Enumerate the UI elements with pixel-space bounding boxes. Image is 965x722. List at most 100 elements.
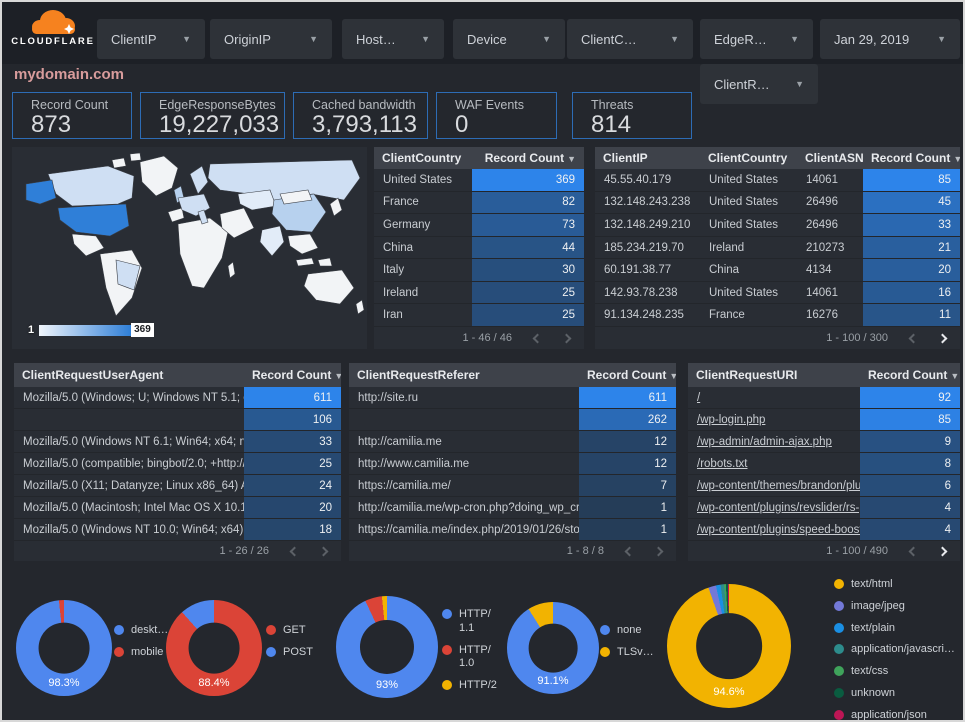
table-header[interactable]: ClientRequestUserAgent Record Count▼: [14, 363, 341, 387]
column-header-clientrequestuseragent[interactable]: ClientRequestUserAgent: [22, 368, 164, 382]
legend-item-mobile[interactable]: mobile: [114, 646, 168, 660]
table-row[interactable]: Mozilla/5.0 (Macintosh; Intel Mac OS X 1…: [14, 497, 341, 519]
legend-item-http-2[interactable]: HTTP/2: [442, 679, 497, 693]
filter-chip-edger[interactable]: EdgeR… ▼: [700, 19, 813, 59]
next-page-icon[interactable]: [561, 333, 572, 343]
column-header-clientcountry[interactable]: ClientCountry: [708, 151, 788, 165]
table-row[interactable]: 91.134.248.235 France 16276 11: [595, 304, 960, 328]
column-header-clientrequestreferer[interactable]: ClientRequestReferer: [357, 368, 480, 382]
table-row[interactable]: /wp-admin/admin-ajax.php 9: [688, 431, 960, 453]
table-header[interactable]: ClientIP ClientCountry ClientASN Record Cou…: [595, 147, 960, 169]
table-row[interactable]: /wp-content/themes/brandon/plu… 6: [688, 475, 960, 497]
column-header-clientcountry[interactable]: ClientCountry: [382, 151, 462, 165]
filter-chip-clientc[interactable]: ClientC… ▼: [567, 19, 693, 59]
filter-chip-originip[interactable]: OriginIP ▼: [210, 19, 332, 59]
legend-item-none[interactable]: none: [600, 624, 654, 638]
legend-item-get[interactable]: GET: [266, 624, 313, 638]
legend-item-http-1-0[interactable]: HTTP/ 1.0: [442, 644, 497, 672]
table-header[interactable]: ClientRequestReferer Record Count▼: [349, 363, 676, 387]
prev-page-icon[interactable]: [289, 546, 300, 556]
legend-item-application-javascri[interactable]: application/javascri…: [834, 643, 955, 657]
column-header-record-count[interactable]: Record Count▼: [484, 151, 576, 165]
table-row[interactable]: 106: [14, 409, 341, 431]
column-header-clientip[interactable]: ClientIP: [603, 151, 648, 165]
filter-chip-clientip[interactable]: ClientIP ▼: [97, 19, 205, 59]
legend-item-image-jpeg[interactable]: image/jpeg: [834, 600, 955, 614]
donut-chart-method[interactable]: 88.4%: [166, 600, 262, 696]
column-header-record-count[interactable]: Record Count▼: [244, 368, 341, 382]
table-row[interactable]: http://site.ru 611: [349, 387, 676, 409]
column-header-record-count[interactable]: Record Count▼: [868, 368, 960, 382]
column-header-record-count[interactable]: Record Count▼: [579, 368, 676, 382]
table-row[interactable]: Iran 25: [374, 304, 584, 328]
date-range-picker[interactable]: Jan 29, 2019 ▼: [820, 19, 960, 59]
dimension-cell[interactable]: /wp-login.php: [697, 413, 766, 426]
donut-chart-http[interactable]: 93%: [336, 596, 438, 698]
table-row[interactable]: Germany 73: [374, 214, 584, 237]
table-row[interactable]: Mozilla/5.0 (Windows; U; Windows NT 5.1;…: [14, 387, 341, 409]
dimension-cell[interactable]: /wp-content/plugins/speed-booste…: [697, 523, 860, 536]
table-row[interactable]: /wp-content/plugins/speed-booste…4: [688, 519, 960, 541]
dimension-cell[interactable]: /robots.txt: [697, 457, 748, 470]
donut-chart-device[interactable]: 98.3%: [16, 600, 112, 696]
legend-item-tlsv[interactable]: TLSv…: [600, 646, 654, 660]
next-page-icon[interactable]: [937, 546, 948, 556]
legend-item-unknown[interactable]: unknown: [834, 687, 955, 701]
filter-chip-device[interactable]: Device ▼: [453, 19, 565, 59]
prev-page-icon[interactable]: [532, 333, 543, 343]
table-row[interactable]: http://camilia.me 12: [349, 431, 676, 453]
table-row[interactable]: 132.148.249.210 United States 26496 33: [595, 214, 960, 237]
prev-page-icon[interactable]: [624, 546, 635, 556]
legend-item-post[interactable]: POST: [266, 646, 313, 660]
filter-chip-host[interactable]: Host… ▼: [342, 19, 444, 59]
filter-chip-clientr[interactable]: ClientR… ▼: [700, 64, 818, 104]
table-row[interactable]: China 44: [374, 236, 584, 260]
legend-item-text-css[interactable]: text/css: [834, 665, 955, 679]
table-row[interactable]: France 82: [374, 191, 584, 215]
table-row[interactable]: https://camilia.me/index.php/2019/01/26/…: [349, 519, 676, 541]
table-row[interactable]: Italy 30: [374, 259, 584, 282]
table-row[interactable]: /wp-login.php 85: [688, 409, 960, 431]
table-row[interactable]: https://camilia.me/7: [349, 475, 676, 497]
legend-item-deskt[interactable]: deskt…: [114, 624, 168, 638]
legend-item-text-plain[interactable]: text/plain: [834, 622, 955, 636]
column-header-clientrequesturi[interactable]: ClientRequestURI: [696, 368, 798, 382]
table-row[interactable]: Mozilla/5.0 (Windows NT 6.1; Win64; x64;…: [14, 431, 341, 453]
prev-page-icon[interactable]: [908, 333, 919, 343]
table-header[interactable]: ClientRequestURI Record Count ▼: [688, 363, 960, 387]
dimension-cell: 132.148.249.210: [604, 218, 691, 231]
dimension-cell[interactable]: /wp-content/themes/brandon/plu…: [697, 479, 860, 492]
prev-page-icon[interactable]: [908, 546, 919, 556]
table-row[interactable]: Mozilla/5.0 (compatible; bingbot/2.0; +h…: [14, 453, 341, 475]
table-row[interactable]: / 92: [688, 387, 960, 409]
dimension-cell[interactable]: /: [697, 391, 701, 404]
next-page-icon[interactable]: [937, 333, 948, 343]
donut-chart-content[interactable]: 94.6%: [667, 584, 791, 708]
table-row[interactable]: /wp-content/plugins/revslider/rs-p… 4: [688, 497, 960, 519]
table-header[interactable]: ClientCountry Record Count ▼: [374, 147, 584, 169]
legend-item-http-1-1[interactable]: HTTP/ 1.1: [442, 608, 497, 636]
donut-chart-tls[interactable]: 91.1%: [507, 602, 599, 694]
table-row[interactable]: Ireland 25: [374, 281, 584, 305]
table-row[interactable]: 45.55.40.179 United States 14061 85: [595, 169, 960, 192]
table-row[interactable]: 142.93.78.238 United States 14061 16: [595, 281, 960, 305]
legend-item-text-html[interactable]: text/html: [834, 578, 955, 592]
dimension-cell[interactable]: /wp-content/plugins/revslider/rs-p…: [697, 501, 860, 514]
legend-item-application-json[interactable]: application/json: [834, 709, 955, 720]
next-page-icon[interactable]: [318, 546, 329, 556]
table-row[interactable]: 132.148.243.238 United States 26496 45: [595, 191, 960, 215]
table-row[interactable]: 60.191.38.77 China 4134 20: [595, 259, 960, 282]
dimension-cell[interactable]: /wp-admin/admin-ajax.php: [697, 435, 832, 448]
table-row[interactable]: http://www.camilia.me 12: [349, 453, 676, 475]
table-row[interactable]: http://camilia.me/wp-cron.php?doing_wp_c…: [349, 497, 676, 519]
table-row[interactable]: Mozilla/5.0 (X11; Datanyze; Linux x86_64…: [14, 475, 341, 497]
table-row[interactable]: United States 369: [374, 169, 584, 192]
table-row[interactable]: Mozilla/5.0 (Windows NT 10.0; Win64; x64…: [14, 519, 341, 541]
table-row[interactable]: /robots.txt 8: [688, 453, 960, 475]
next-page-icon[interactable]: [653, 546, 664, 556]
table-row[interactable]: 185.234.219.70 Ireland 210273 21: [595, 236, 960, 260]
geo-map-chart[interactable]: 1 369: [12, 147, 367, 349]
column-header-record-count[interactable]: Record Count▼: [863, 151, 960, 165]
column-header-clientasn[interactable]: ClientASN: [805, 151, 863, 165]
table-row[interactable]: 262: [349, 409, 676, 431]
